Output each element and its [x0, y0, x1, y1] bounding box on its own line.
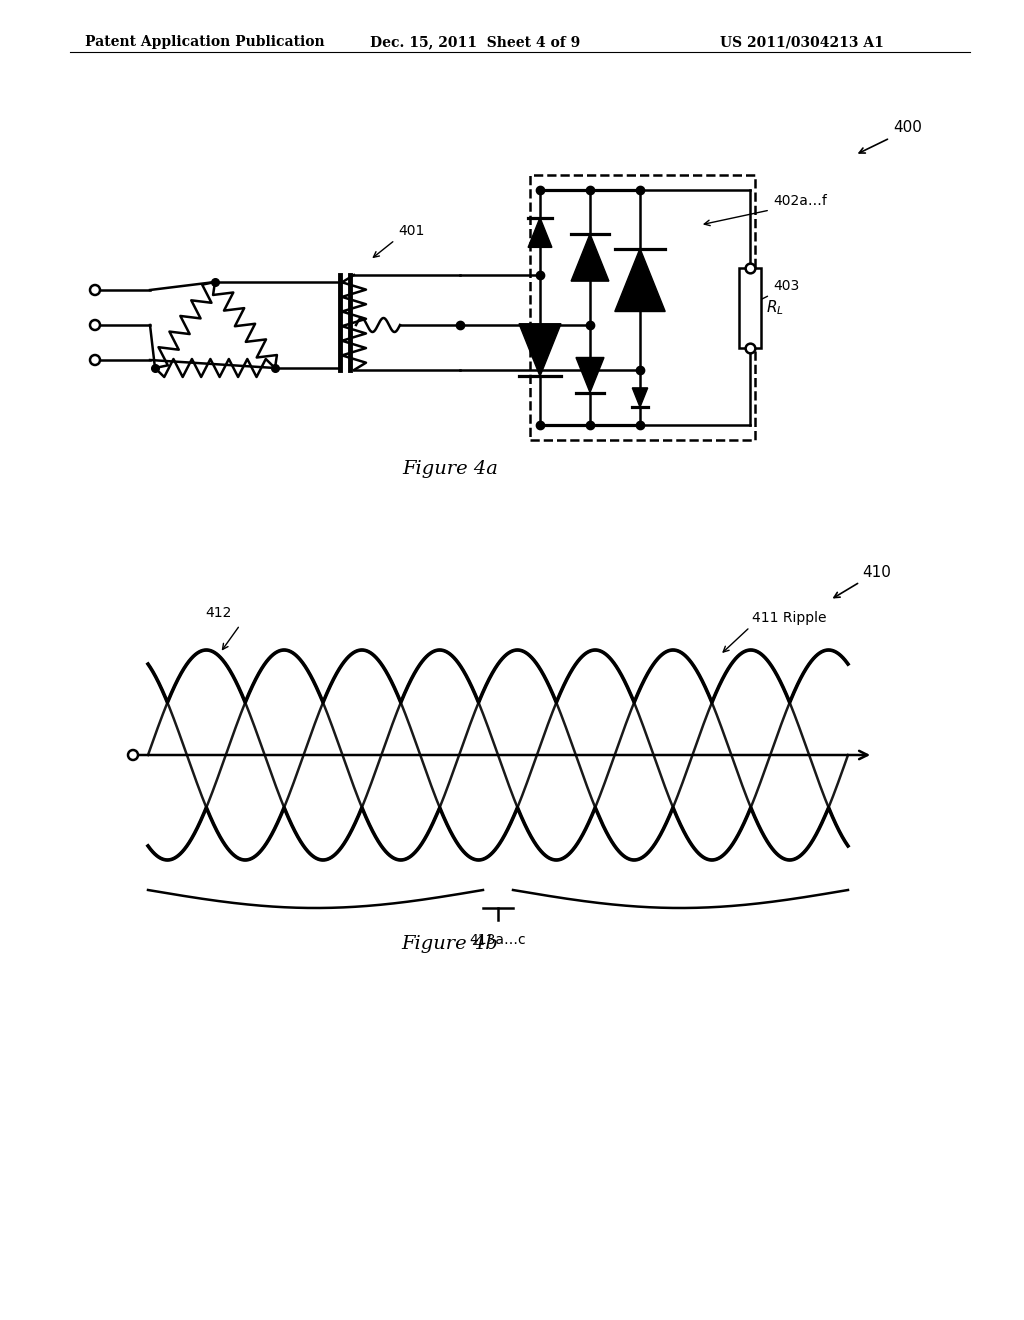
FancyBboxPatch shape [739, 268, 761, 347]
Text: 411 Ripple: 411 Ripple [752, 611, 826, 624]
Polygon shape [519, 323, 561, 376]
Polygon shape [575, 358, 604, 392]
Text: US 2011/0304213 A1: US 2011/0304213 A1 [720, 36, 884, 49]
Polygon shape [528, 218, 552, 247]
Text: Figure 4a: Figure 4a [402, 459, 498, 478]
Text: Dec. 15, 2011  Sheet 4 of 9: Dec. 15, 2011 Sheet 4 of 9 [370, 36, 581, 49]
Text: $R_L$: $R_L$ [766, 298, 784, 317]
Circle shape [90, 319, 100, 330]
Text: 412: 412 [205, 606, 231, 620]
Circle shape [90, 355, 100, 366]
Circle shape [128, 750, 138, 760]
Text: Patent Application Publication: Patent Application Publication [85, 36, 325, 49]
Text: 410: 410 [862, 565, 891, 579]
Text: 403: 403 [773, 279, 800, 293]
Polygon shape [614, 248, 666, 312]
Polygon shape [571, 234, 609, 281]
Text: Figure 4b: Figure 4b [401, 935, 499, 953]
Text: 400: 400 [893, 120, 922, 135]
Text: 413a…c: 413a…c [470, 933, 526, 946]
Text: 402a…f: 402a…f [773, 194, 826, 209]
Text: 401: 401 [398, 224, 424, 238]
Circle shape [90, 285, 100, 294]
Polygon shape [632, 388, 648, 407]
